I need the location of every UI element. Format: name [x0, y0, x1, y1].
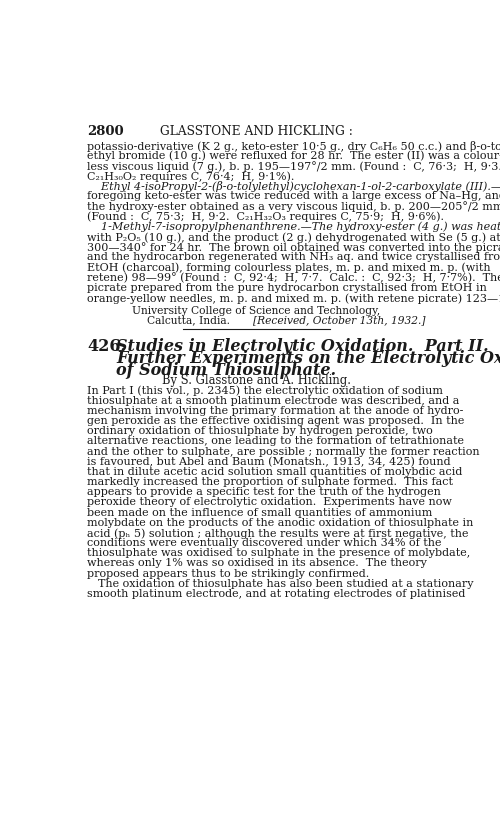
Text: 2800: 2800: [88, 125, 124, 138]
Text: GLASSTONE AND HICKLING :: GLASSTONE AND HICKLING :: [160, 125, 352, 138]
Text: appears to provide a specific test for the truth of the hydrogen: appears to provide a specific test for t…: [88, 488, 441, 497]
Text: orange-yellow needles, m. p. and mixed m. p. (with retene picrate) 123—124°.: orange-yellow needles, m. p. and mixed m…: [88, 293, 500, 304]
Text: smooth platinum electrode, and at rotating electrodes of platinised: smooth platinum electrode, and at rotati…: [88, 589, 466, 599]
Text: the hydroxy-ester obtained as a very viscous liquid, b. p. 200—205°/2 mm.: the hydroxy-ester obtained as a very vis…: [88, 201, 500, 213]
Text: thiosulphate was oxidised to sulphate in the presence of molybdate,: thiosulphate was oxidised to sulphate in…: [88, 549, 470, 559]
Text: (Found :  C, 75·3;  H, 9·2.  C₂₁H₃₂O₃ requires C, 75·9;  H, 9·6%).: (Found : C, 75·3; H, 9·2. C₂₁H₃₂O₃ requi…: [88, 212, 444, 222]
Text: proposed appears thus to be strikingly confirmed.: proposed appears thus to be strikingly c…: [88, 568, 370, 578]
Text: 300—340° for 24 hr.  The brown oil obtained was converted into the picrate,: 300—340° for 24 hr. The brown oil obtain…: [88, 243, 500, 253]
Text: markedly increased the proportion of sulphate formed.  This fact: markedly increased the proportion of sul…: [88, 477, 454, 487]
Text: thiosulphate at a smooth platinum electrode was described, and a: thiosulphate at a smooth platinum electr…: [88, 396, 460, 406]
Text: less viscous liquid (7 g.), b. p. 195—197°/2 mm. (Found :  C, 76·3;  H, 9·3.: less viscous liquid (7 g.), b. p. 195—19…: [88, 161, 500, 172]
Text: Ethyl 4-isoPropyl-2-(β-o-tolylethyl)cyclohexan-1-ol-2-carboxylate (III).—The: Ethyl 4-isoPropyl-2-(β-o-tolylethyl)cycl…: [88, 182, 500, 192]
Text: Further Experiments on the Electrolytic Oxidation: Further Experiments on the Electrolytic …: [116, 350, 500, 367]
Text: whereas only 1% was so oxidised in its absence.  The theory: whereas only 1% was so oxidised in its a…: [88, 559, 427, 568]
Text: Studies in Electrolytic Oxidation.  Part II.: Studies in Electrolytic Oxidation. Part …: [116, 338, 488, 355]
Text: foregoing keto-ester was twice reduced with a large excess of Na–Hg, and: foregoing keto-ester was twice reduced w…: [88, 191, 500, 201]
Text: that in dilute acetic acid solution small quantities of molybdic acid: that in dilute acetic acid solution smal…: [88, 467, 462, 477]
Text: conditions were eventually discovered under which 34% of the: conditions were eventually discovered un…: [88, 538, 442, 548]
Text: of Sodium Thiosulphate.: of Sodium Thiosulphate.: [116, 362, 336, 379]
Text: [Received, October 13th, 1932.]: [Received, October 13th, 1932.]: [252, 316, 425, 326]
Text: mechanism involving the primary formation at the anode of hydro-: mechanism involving the primary formatio…: [88, 406, 464, 416]
Text: In Part I (this vol., p. 2345) the electrolytic oxidation of sodium: In Part I (this vol., p. 2345) the elect…: [88, 385, 444, 396]
Text: By S. Glasstone and A. Hickling.: By S. Glasstone and A. Hickling.: [162, 374, 351, 387]
Text: C₂₁H₃₀O₂ requires C, 76·4;  H, 9·1%).: C₂₁H₃₀O₂ requires C, 76·4; H, 9·1%).: [88, 171, 294, 182]
Text: The oxidation of thiosulphate has also been studied at a stationary: The oxidation of thiosulphate has also b…: [98, 579, 473, 589]
Text: and the other to sulphate, are possible ; normally the former reaction: and the other to sulphate, are possible …: [88, 446, 480, 457]
Text: ordinary oxidation of thiosulphate by hydrogen peroxide, two: ordinary oxidation of thiosulphate by hy…: [88, 427, 433, 436]
Text: picrate prepared from the pure hydrocarbon crystallised from EtOH in: picrate prepared from the pure hydrocarb…: [88, 283, 487, 293]
Text: peroxide theory of electrolytic oxidation.  Experiments have now: peroxide theory of electrolytic oxidatio…: [88, 497, 452, 507]
Text: and the hydrocarbon regenerated with NH₃ aq. and twice crystallised from: and the hydrocarbon regenerated with NH₃…: [88, 252, 500, 262]
Text: alternative reactions, one leading to the formation of tetrathionate: alternative reactions, one leading to th…: [88, 436, 464, 446]
Text: potassio-derivative (K 2 g., keto-ester 10·5 g., dry C₆H₆ 50 c.c.) and β-ο-tolyl: potassio-derivative (K 2 g., keto-ester …: [88, 140, 500, 152]
Text: with P₂O₅ (10 g.), and the product (2 g.) dehydrogenated with Se (5 g.) at: with P₂O₅ (10 g.), and the product (2 g.…: [88, 232, 500, 243]
Text: 1-Methyl-7-isopropylphenanthrene.—The hydroxy-ester (4 g.) was heated: 1-Methyl-7-isopropylphenanthrene.—The hy…: [88, 222, 500, 233]
Text: been made on the influence of small quantities of ammonium: been made on the influence of small quan…: [88, 507, 432, 517]
Text: 426.: 426.: [88, 338, 126, 355]
Text: ethyl bromide (10 g.) were refluxed for 28 hr.  The ester (II) was a colour-: ethyl bromide (10 g.) were refluxed for …: [88, 151, 500, 162]
Text: Calcutta, India.: Calcutta, India.: [148, 316, 230, 326]
Text: is favoured, but Abel and Baum (Monatsh., 1913, 34, 425) found: is favoured, but Abel and Baum (Monatsh.…: [88, 457, 451, 467]
Text: molybdate on the products of the anodic oxidation of thiosulphate in: molybdate on the products of the anodic …: [88, 518, 474, 528]
Text: retene) 98—99° (Found :  C, 92·4;  H, 7·7.  Calc. :  C, 92·3;  H, 7·7%).  The: retene) 98—99° (Found : C, 92·4; H, 7·7.…: [88, 273, 500, 283]
Text: University College of Science and Technology,: University College of Science and Techno…: [132, 305, 380, 315]
Text: acid (pₕ 5) solution ; although the results were at first negative, the: acid (pₕ 5) solution ; although the resu…: [88, 528, 469, 539]
Text: EtOH (charcoal), forming colourless plates, m. p. and mixed m. p. (with: EtOH (charcoal), forming colourless plat…: [88, 262, 491, 273]
Text: gen peroxide as the effective oxidising agent was proposed.  In the: gen peroxide as the effective oxidising …: [88, 416, 464, 427]
